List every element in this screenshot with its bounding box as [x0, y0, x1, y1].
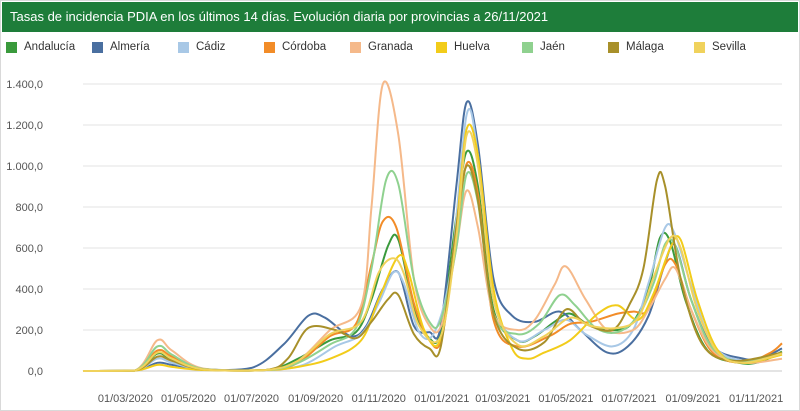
legend-swatch — [178, 41, 189, 53]
y-tick-label: 0,0 — [28, 366, 43, 378]
y-tick-label: 800,0 — [15, 202, 43, 214]
legend-swatch — [92, 41, 103, 53]
title-bar: Tasas de incidencia PDIA en los últimos … — [2, 2, 798, 32]
x-tick-label: 01/11/2020 — [352, 393, 406, 405]
legend-label: Jaén — [540, 41, 565, 53]
x-tick-label: 01/07/2021 — [601, 393, 656, 405]
legend-swatch — [264, 41, 275, 53]
legend-item[interactable]: Andalucía — [6, 38, 75, 56]
x-tick-label: 01/03/2020 — [98, 393, 153, 405]
legend-item[interactable]: Granada — [350, 38, 413, 56]
legend-label: Granada — [368, 41, 413, 53]
legend-item[interactable]: Almería — [92, 38, 150, 56]
y-tick-label: 400,0 — [15, 284, 43, 296]
legend-label: Málaga — [626, 41, 664, 53]
y-tick-label: 1.400,0 — [6, 79, 43, 91]
legend-swatch — [608, 41, 619, 53]
legend-item[interactable]: Sevilla — [694, 38, 746, 56]
legend-swatch — [694, 41, 705, 53]
y-tick-label: 200,0 — [15, 325, 43, 337]
legend-label: Almería — [110, 41, 150, 53]
legend-item[interactable]: Huelva — [436, 38, 490, 56]
legend-label: Córdoba — [282, 41, 327, 53]
legend-item[interactable]: Cádiz — [178, 38, 225, 56]
legend-swatch — [522, 41, 533, 53]
legend-item[interactable]: Málaga — [608, 38, 664, 56]
x-tick-label: 01/09/2021 — [666, 393, 721, 405]
y-tick-label: 600,0 — [15, 243, 43, 255]
legend-swatch — [6, 41, 17, 53]
legend: Andalucía Almería Cádiz Córdoba Granada Huelv… — [0, 38, 800, 56]
legend-label: Sevilla — [712, 41, 746, 53]
legend-label: Huelva — [454, 41, 490, 53]
x-tick-label: 01/05/2020 — [161, 393, 216, 405]
chart-title: Tasas de incidencia PDIA en los últimos … — [10, 9, 549, 24]
x-tick-label: 01/01/2021 — [414, 393, 469, 405]
legend-item[interactable]: Jaén — [522, 38, 565, 56]
legend-swatch — [350, 41, 361, 53]
y-tick-label: 1.000,0 — [6, 161, 43, 173]
legend-swatch — [436, 41, 447, 53]
series-line — [82, 161, 783, 372]
x-tick-label: 01/05/2021 — [538, 393, 593, 405]
x-tick-label: 01/07/2020 — [224, 393, 279, 405]
legend-item[interactable]: Córdoba — [264, 38, 326, 56]
x-tick-label: 01/03/2021 — [475, 393, 530, 405]
x-tick-label: 01/11/2021 — [729, 393, 783, 405]
legend-label: Cádiz — [196, 41, 226, 53]
x-tick-label: 01/09/2020 — [288, 393, 343, 405]
legend-label: Andalucía — [24, 41, 76, 53]
series-line — [82, 130, 783, 372]
y-tick-label: 1.200,0 — [6, 120, 43, 132]
line-chart: 0,0 200,0 400,0 600,0 800,0 1.000,0 1.200,0 1.4… — [6, 79, 783, 405]
